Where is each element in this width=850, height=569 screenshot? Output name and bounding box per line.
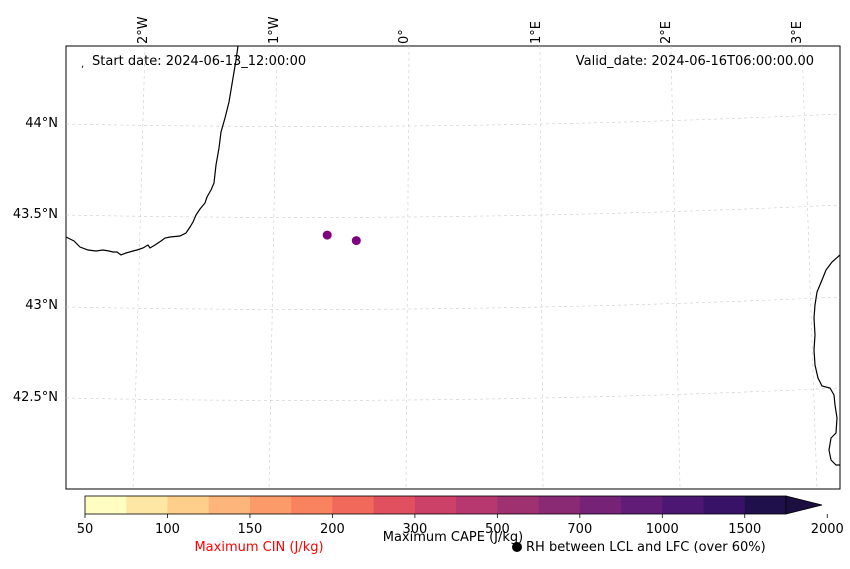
lat-label-43n: 43°N <box>25 298 58 313</box>
colorbar-swatch <box>579 496 622 514</box>
colorbar-swatch <box>126 496 168 514</box>
meridian-3e <box>801 46 818 489</box>
colorbar-outline <box>84 495 787 515</box>
colorbar-tick-label: 300 <box>402 522 427 537</box>
colorbar-tick-label: 100 <box>155 522 180 537</box>
lon-label-1e: 1°E <box>529 21 544 44</box>
meridian-2w <box>132 46 146 489</box>
meridian-1w <box>268 46 278 489</box>
parallel-43n <box>66 296 840 310</box>
colorbar-extend-arrow <box>785 495 823 515</box>
colorbar-swatches <box>85 496 787 514</box>
parallel-42-5n <box>66 387 840 401</box>
parallel-43-5n <box>66 204 840 218</box>
start-date-label: Start date: 2024-06-13_12:00:00 <box>92 54 306 69</box>
colorbar-swatch <box>497 496 540 514</box>
colorbar-swatch <box>291 496 333 514</box>
colorbar-tick-label: 2000 <box>811 522 844 537</box>
colorbar-ticks: 50 100 150 200 300 500 700 1000 1500 2000 <box>77 514 844 537</box>
lat-label-44n: 44°N <box>25 116 58 131</box>
meridian-1e <box>539 46 544 489</box>
meridian-0 <box>405 46 410 489</box>
colorbar-swatch <box>703 496 746 514</box>
colorbar-tick-label: 50 <box>77 522 94 537</box>
colorbar-swatch <box>414 496 457 514</box>
rh-point <box>322 230 332 240</box>
coastlines <box>66 46 840 466</box>
colorbar-swatch <box>456 496 498 514</box>
colorbar-tick-label: 150 <box>238 522 263 537</box>
colorbar-swatch <box>249 496 292 514</box>
colorbar-swatch <box>662 496 705 514</box>
map-frame <box>65 45 841 490</box>
coastline-east <box>813 254 840 466</box>
rh-legend-label: RH between LCL and LFC (over 60%) <box>526 540 766 555</box>
lon-label-0: 0° <box>397 29 412 44</box>
cape-axis-label: Maximum CAPE (J/kg) <box>383 530 523 545</box>
colorbar-swatch <box>85 496 127 514</box>
valid-date-label: Valid_date: 2024-06-16T06:00:00.00 <box>576 54 814 69</box>
lat-label-42-5n: 42.5°N <box>13 390 58 405</box>
colorbar-swatch <box>373 496 416 514</box>
colorbar-tick-label: 1000 <box>646 522 679 537</box>
rh-point <box>351 236 361 246</box>
colorbar-tick-label: 700 <box>567 522 592 537</box>
lon-label-2e: 2°E <box>659 21 674 44</box>
rh-legend-dot-icon <box>512 542 522 552</box>
start-marker: , <box>81 59 84 70</box>
colorbar-swatch <box>744 496 787 514</box>
coastline-west <box>66 46 239 256</box>
colorbar-tick-label: 500 <box>485 522 510 537</box>
colorbar-swatch <box>538 496 581 514</box>
meridian-2e <box>670 46 681 489</box>
lon-label-2w: 2°W <box>136 16 151 44</box>
graticule <box>66 46 840 489</box>
lon-label-1w: 1°W <box>267 16 282 44</box>
lon-label-3e: 3°E <box>790 21 805 44</box>
colorbar: 50 100 150 200 300 500 700 1000 1500 2000 <box>77 495 844 537</box>
lat-label-43-5n: 43.5°N <box>13 207 58 222</box>
parallel-44n <box>66 113 840 127</box>
rh-points-layer <box>322 230 361 246</box>
colorbar-swatch <box>621 496 663 514</box>
colorbar-swatch <box>332 496 375 514</box>
cin-axis-label: Maximum CIN (J/kg) <box>194 540 323 555</box>
colorbar-tick-label: 200 <box>320 522 345 537</box>
colorbar-tick-label: 1500 <box>728 522 761 537</box>
colorbar-swatch <box>208 496 251 514</box>
colorbar-swatch <box>167 496 210 514</box>
